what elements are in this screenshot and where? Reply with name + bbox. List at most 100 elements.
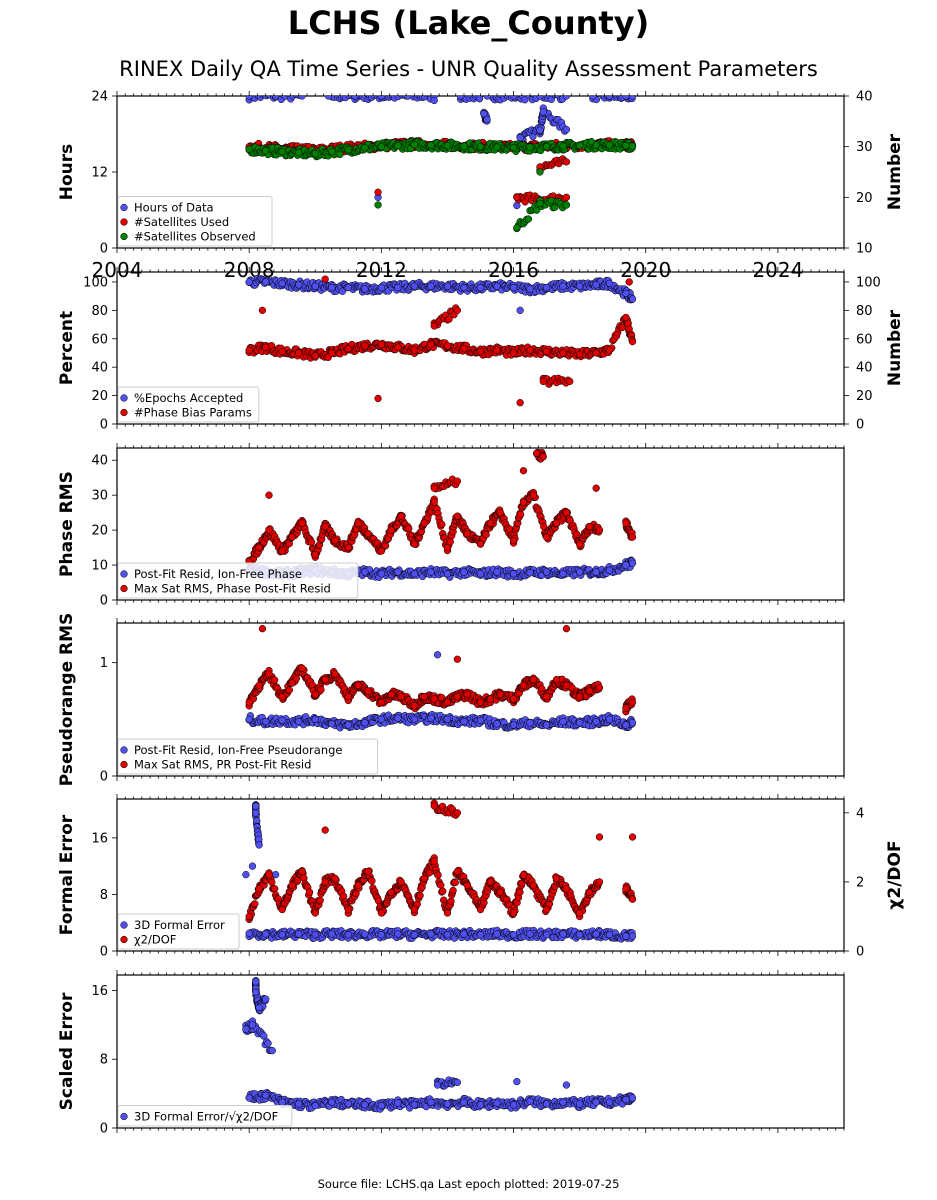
data-point: [526, 719, 534, 727]
legend-marker: [120, 760, 128, 769]
data-point: [443, 142, 452, 150]
data-point: [278, 693, 286, 701]
data-point: [361, 144, 369, 152]
y-axis-label: Formal Error: [57, 814, 77, 935]
data-point: [311, 715, 319, 723]
data-point: [460, 283, 468, 292]
data-point: [410, 346, 419, 354]
panel-1: 2004 2008 2012 2016 2020 20240122410203040Hou…: [57, 90, 905, 283]
data-point: [592, 349, 600, 357]
legend: Post-Fit Resid, Ion-Free PseudorangeMax …: [117, 738, 379, 775]
data-point: [526, 569, 534, 577]
data-point: [524, 96, 529, 97]
y-tick-label: 20: [91, 524, 108, 539]
data-point: [593, 96, 598, 97]
data-point: [628, 295, 637, 303]
data-point: [622, 704, 630, 712]
data-point: [605, 96, 614, 100]
data-point: [331, 536, 339, 545]
data-point: [427, 340, 435, 349]
data-point: [480, 110, 488, 118]
data-point: [285, 686, 293, 694]
data-point: [496, 508, 504, 517]
data-point: [628, 142, 637, 150]
data-point: [516, 306, 524, 315]
data-point: [573, 530, 581, 539]
legend-box: [117, 738, 379, 775]
data-point: [509, 96, 518, 100]
y-tick-label: 30: [91, 489, 108, 504]
data-point: [292, 96, 297, 97]
data-point: [377, 547, 386, 555]
y-axis-label: Pseudorange RMS: [57, 613, 77, 787]
data-point: [605, 566, 614, 574]
data-point: [575, 540, 584, 548]
data-point: [278, 716, 286, 725]
data-point: [562, 96, 567, 97]
y-axis-label: Phase RMS: [57, 471, 77, 577]
data-point: [622, 313, 630, 322]
data-point: [351, 96, 359, 100]
data-point: [539, 453, 547, 461]
data-point: [328, 283, 336, 292]
data-point: [521, 96, 529, 104]
data-point: [542, 347, 551, 356]
data-point: [493, 143, 501, 151]
data-point: [311, 150, 319, 158]
y-tick-label: 24: [91, 90, 108, 105]
legend-marker: [120, 584, 128, 593]
data-point: [252, 802, 260, 810]
data-point: [595, 683, 604, 692]
legend-box: [117, 386, 260, 423]
data-point: [262, 717, 270, 726]
data-point: [427, 141, 435, 149]
data-point: [559, 570, 567, 578]
y-right-tick-label: 60: [856, 332, 873, 347]
data-point: [516, 399, 524, 407]
data-point: [361, 342, 369, 350]
y-tick-label: 16: [91, 831, 108, 846]
data-point: [361, 285, 369, 293]
data-point: [479, 96, 484, 97]
data-point: [364, 529, 372, 538]
data-point: [295, 281, 303, 289]
data-point: [625, 278, 633, 286]
data-point: [295, 717, 303, 726]
data-point: [559, 349, 567, 357]
data-point: [278, 347, 286, 356]
data-point: [394, 568, 402, 576]
y-right-tick-label: 30: [856, 140, 873, 155]
data-point: [311, 282, 319, 290]
data-point: [539, 377, 547, 386]
data-point: [361, 930, 369, 938]
data-point: [628, 533, 637, 541]
data-point: [622, 519, 630, 527]
data-point: [278, 279, 286, 288]
y-right-tick-label: 80: [856, 304, 873, 319]
y-right-tick-label: 2: [856, 875, 864, 890]
data-point: [438, 520, 446, 528]
data-point: [288, 679, 296, 687]
data-point: [265, 526, 273, 534]
data-point: [377, 96, 386, 100]
data-point: [526, 930, 534, 938]
data-point: [476, 283, 485, 292]
data-point: [354, 519, 362, 527]
data-point: [443, 282, 452, 290]
data-point: [295, 149, 303, 157]
data-point: [354, 681, 362, 689]
data-point: [420, 693, 428, 701]
data-point: [493, 720, 501, 728]
data-point: [529, 491, 538, 499]
legend: %Epochs Accepted#Phase Bias Params: [117, 386, 260, 423]
data-point: [476, 931, 485, 939]
data-point: [589, 96, 597, 100]
y-tick-label: 0: [100, 770, 108, 785]
data-point: [526, 285, 534, 293]
data-point: [387, 526, 395, 534]
data-point: [592, 717, 600, 726]
y-tick-label: 100: [83, 275, 108, 290]
data-point: [539, 108, 547, 116]
data-point: [430, 322, 438, 330]
